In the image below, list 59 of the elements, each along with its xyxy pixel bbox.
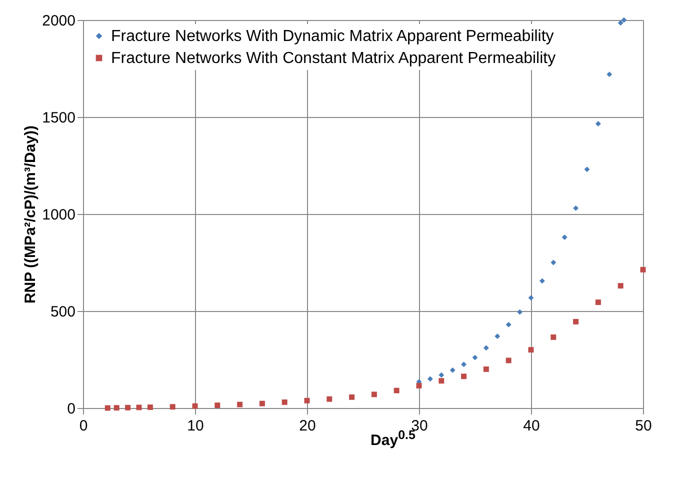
y-tick-label: 1500 xyxy=(42,110,76,126)
point xyxy=(562,234,568,240)
point xyxy=(550,334,556,340)
legend-label: Fracture Networks With Constant Matrix Apparent Permeability xyxy=(111,50,556,67)
point xyxy=(472,354,478,360)
point xyxy=(450,367,456,373)
point xyxy=(506,358,512,364)
legend-label: Fracture Networks With Dynamic Matrix Apparent Permeability xyxy=(111,28,554,45)
point xyxy=(125,404,131,410)
point xyxy=(304,398,310,404)
point xyxy=(528,347,534,353)
point xyxy=(438,378,444,384)
x-tick-label: 0 xyxy=(79,418,88,434)
point xyxy=(528,295,534,301)
point xyxy=(517,309,523,315)
point xyxy=(136,404,142,410)
point xyxy=(618,20,624,26)
point xyxy=(371,392,377,398)
point xyxy=(282,399,288,405)
point xyxy=(584,166,590,172)
x-tick-label: 40 xyxy=(523,418,540,434)
point xyxy=(550,260,556,266)
point xyxy=(214,402,220,408)
point xyxy=(104,405,110,411)
point xyxy=(483,366,489,372)
x-tick-label: 10 xyxy=(187,418,204,434)
point xyxy=(506,322,512,328)
y-tick-label: 1000 xyxy=(42,206,76,224)
point xyxy=(573,318,579,324)
point xyxy=(539,278,545,284)
y-tick-label: 2000 xyxy=(42,12,76,30)
point xyxy=(416,382,422,388)
point xyxy=(461,374,467,380)
point xyxy=(640,266,646,272)
point xyxy=(237,402,243,408)
point xyxy=(461,362,467,368)
point xyxy=(494,333,500,339)
point xyxy=(595,121,601,127)
point xyxy=(394,388,400,394)
point xyxy=(438,372,444,378)
y-tick-label: 500 xyxy=(50,304,76,320)
point xyxy=(192,403,198,409)
point xyxy=(259,400,265,406)
point xyxy=(618,283,624,289)
y-tick-label: 0 xyxy=(67,400,76,418)
point xyxy=(114,405,120,411)
point xyxy=(621,17,627,23)
point xyxy=(573,205,579,211)
point xyxy=(170,404,176,410)
point xyxy=(147,404,153,410)
point xyxy=(483,345,489,351)
point xyxy=(606,72,612,78)
point xyxy=(427,376,433,382)
point xyxy=(595,300,601,306)
x-tick-label: 20 xyxy=(299,418,316,434)
point xyxy=(326,396,332,402)
point xyxy=(349,394,355,400)
x-tick-label: 50 xyxy=(635,418,652,434)
y-axis-title: RNP ((MPa²/cP)/(m³/Day)) xyxy=(22,125,40,304)
